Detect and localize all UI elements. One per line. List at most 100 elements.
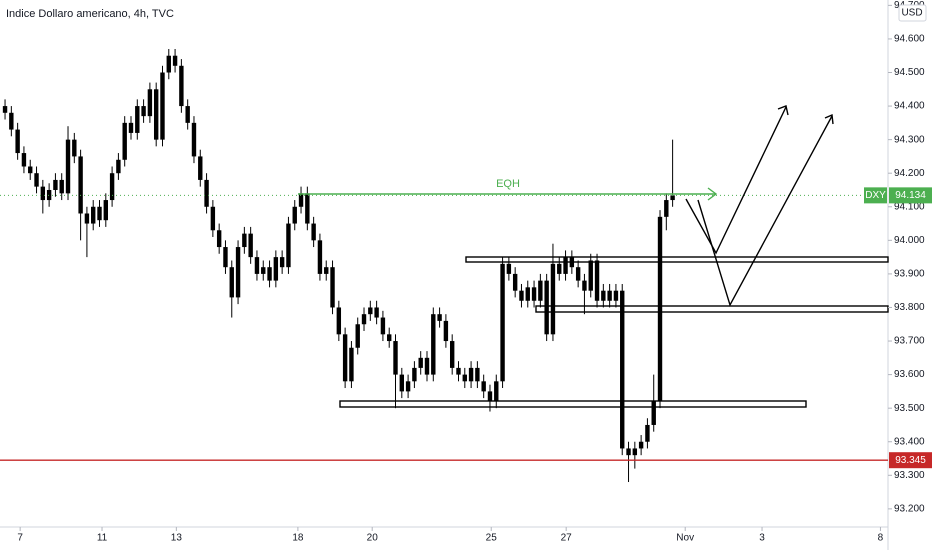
zone (339, 400, 807, 408)
candle-body (525, 287, 530, 301)
candle-body (103, 200, 109, 221)
candle-body (594, 260, 600, 301)
candle-body (9, 112, 14, 130)
candle-body (147, 89, 153, 117)
y-tick-label: 94.300 (894, 134, 925, 145)
candle-body (254, 257, 260, 274)
candle-body (59, 179, 64, 194)
candle-body (191, 122, 197, 157)
candle-body (292, 206, 297, 224)
x-tick-label: 8 (878, 533, 884, 544)
x-tick-label: 20 (367, 533, 379, 544)
candle-body (374, 307, 379, 318)
candle-body (557, 263, 562, 274)
candle-body (575, 267, 581, 281)
price-tag (889, 187, 932, 204)
candle-body (620, 290, 625, 449)
candle-body (519, 290, 524, 301)
candle-body (15, 129, 20, 154)
candle-body (355, 324, 360, 348)
candle-body (393, 341, 398, 375)
candle-body (462, 374, 467, 382)
candle-body (387, 334, 392, 342)
candle-body (216, 230, 222, 248)
candle-body (638, 441, 644, 449)
y-tick-label: 94.600 (894, 34, 925, 45)
candle-body (582, 280, 587, 291)
x-tick-label: 7 (17, 533, 23, 544)
candle-body (324, 267, 329, 274)
currency: USD (901, 8, 922, 19)
candle-body (72, 139, 77, 157)
candle-body (431, 314, 436, 375)
candle-body (267, 267, 272, 281)
candle-body (588, 260, 593, 291)
candle-body (317, 240, 323, 274)
level-tag-label: 93.345 (895, 455, 926, 466)
candle-body (84, 213, 90, 224)
candle-body (204, 179, 209, 207)
candle-body (279, 257, 285, 268)
candle-body (78, 156, 83, 214)
projection-arrow (685, 106, 787, 255)
candle-body (28, 166, 33, 174)
symbol-tag (864, 187, 887, 204)
candle-body (122, 122, 127, 160)
candle-body (40, 186, 46, 201)
candle-body (235, 247, 241, 298)
candle-body (412, 367, 417, 382)
candle-body (475, 367, 480, 382)
y-tick-label: 93.800 (894, 302, 925, 313)
candle-body (361, 314, 367, 325)
candle-body (223, 247, 228, 268)
arrow-head (824, 113, 834, 125)
candle-body (91, 206, 96, 224)
candle-body (632, 448, 638, 456)
candle-body (481, 381, 486, 392)
candle-body (109, 173, 115, 201)
candle-body (179, 65, 184, 107)
y-tick-label: 93.300 (894, 470, 925, 481)
candle-body (468, 367, 474, 382)
y-tick-label: 93.400 (894, 436, 925, 447)
candle-body (160, 72, 165, 140)
y-tick-label: 94.400 (894, 101, 925, 112)
level-tag (889, 452, 932, 469)
candle-body (229, 267, 234, 298)
x-tick-label: 11 (97, 533, 108, 544)
arrow-head (707, 187, 718, 201)
candle-body (128, 122, 134, 133)
candle-body (342, 334, 348, 382)
x-tick-label: 13 (171, 533, 183, 544)
candle-body (135, 106, 140, 133)
x-tick-label: 3 (759, 533, 765, 544)
candle-body (399, 374, 405, 392)
candle-body (500, 263, 505, 382)
candle-body (242, 233, 247, 248)
y-tick-label: 93.200 (894, 504, 925, 515)
candle-body (141, 106, 146, 117)
candle-body (46, 189, 52, 201)
candle-body (210, 206, 216, 231)
symbol-label: DXY (865, 190, 886, 201)
candle-body (349, 347, 354, 382)
zone (535, 305, 889, 313)
chart-title: Indice Dollaro americano, 4h, TVC (6, 8, 174, 20)
candle-body (538, 280, 543, 301)
candle-body (544, 280, 549, 335)
candle-body (166, 55, 171, 73)
candle-body (185, 106, 190, 123)
zone (465, 256, 889, 263)
y-tick-label: 94.000 (894, 235, 925, 246)
candle-body (657, 216, 663, 402)
candle-body (380, 317, 386, 335)
candle-body (424, 357, 430, 375)
candle-body (405, 381, 411, 392)
candle-body (336, 307, 342, 335)
y-tick-label: 93.700 (894, 336, 925, 347)
candle-body (172, 55, 178, 66)
x-tick-label: Nov (676, 533, 694, 544)
currency-box[interactable] (898, 4, 927, 22)
